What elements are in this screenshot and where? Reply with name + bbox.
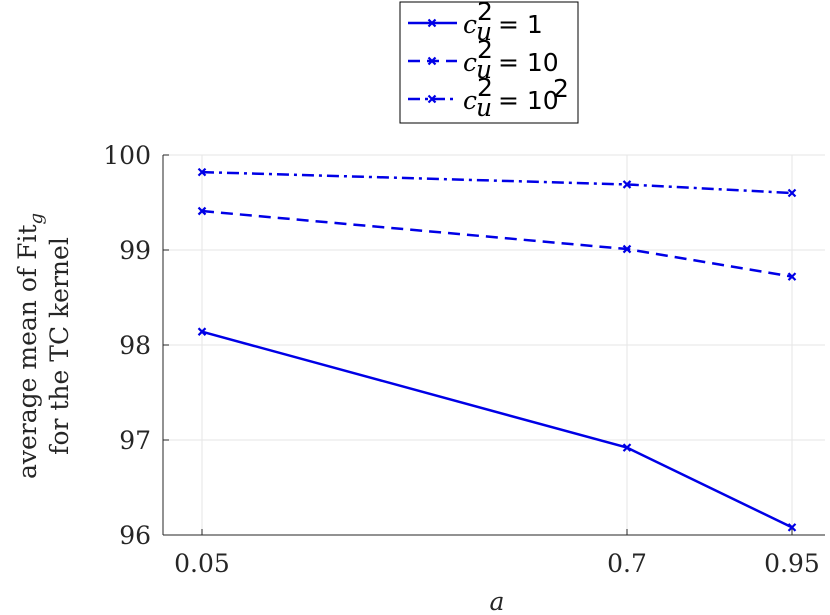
y-tick-label: 99	[119, 236, 151, 265]
legend-entry-1: c 2u = 1	[408, 0, 543, 46]
series-line	[201, 209, 793, 278]
legend-label-exp: 2	[553, 74, 569, 103]
y-tick-label: 98	[119, 331, 151, 360]
legend-var-sub: u	[476, 93, 492, 122]
legend-entry-2: c 2u = 10	[408, 35, 559, 84]
legend-label: = 10	[498, 86, 559, 115]
legend-entry-3: c 2u = 102	[408, 73, 569, 122]
y-axis-label-subscript: g	[26, 213, 47, 225]
legend-var-exp: 2	[477, 0, 493, 26]
legend-marker	[427, 56, 437, 66]
y-axis-label-line2: for the TC kernel	[45, 237, 74, 455]
data-series	[197, 167, 797, 532]
data-point	[197, 206, 207, 216]
series-1	[197, 327, 797, 532]
grid-lines	[163, 154, 825, 536]
data-point	[787, 272, 797, 281]
series-2	[197, 206, 797, 281]
y-tick-label: 100	[103, 141, 151, 170]
axis-ticks: 0.05 0.7 0.95 96 97 98 99 100	[103, 141, 820, 578]
legend-var-exp: 2	[477, 73, 493, 102]
y-tick-label: 96	[119, 521, 151, 550]
legend-label: = 10	[498, 48, 559, 77]
series-line	[201, 170, 793, 195]
data-point	[787, 188, 797, 198]
y-tick-label: 97	[119, 426, 151, 455]
x-tick-label: 0.95	[764, 549, 820, 578]
legend-var-sub: u	[476, 17, 492, 46]
data-point	[787, 523, 797, 532]
legend-marker	[427, 18, 437, 28]
legend-var: c	[463, 86, 477, 115]
legend-var: c	[463, 48, 477, 77]
x-axis-label: a	[490, 587, 505, 615]
data-point	[622, 180, 632, 189]
series-line	[201, 330, 793, 529]
data-point	[622, 244, 632, 254]
series-3	[197, 167, 797, 198]
x-tick-label: 0.7	[607, 549, 647, 578]
legend: c 2u = 1c 2u = 10c 2u = 102	[399, 0, 579, 124]
y-axis-label: average mean of Fitg for the TC kernel	[13, 213, 74, 479]
legend-label: = 1	[498, 10, 543, 39]
data-point	[622, 443, 632, 452]
data-point	[197, 327, 207, 336]
y-axis-label-line1: average mean of Fit	[13, 225, 42, 480]
legend-var-sub: u	[476, 55, 492, 84]
legend-marker	[427, 94, 437, 104]
x-tick-label: 0.05	[174, 549, 230, 578]
legend-var: c	[463, 10, 477, 39]
data-point	[197, 167, 207, 177]
legend-var-exp: 2	[477, 35, 493, 64]
svg-text:average mean of Fitg: average mean of Fitg	[13, 213, 47, 479]
